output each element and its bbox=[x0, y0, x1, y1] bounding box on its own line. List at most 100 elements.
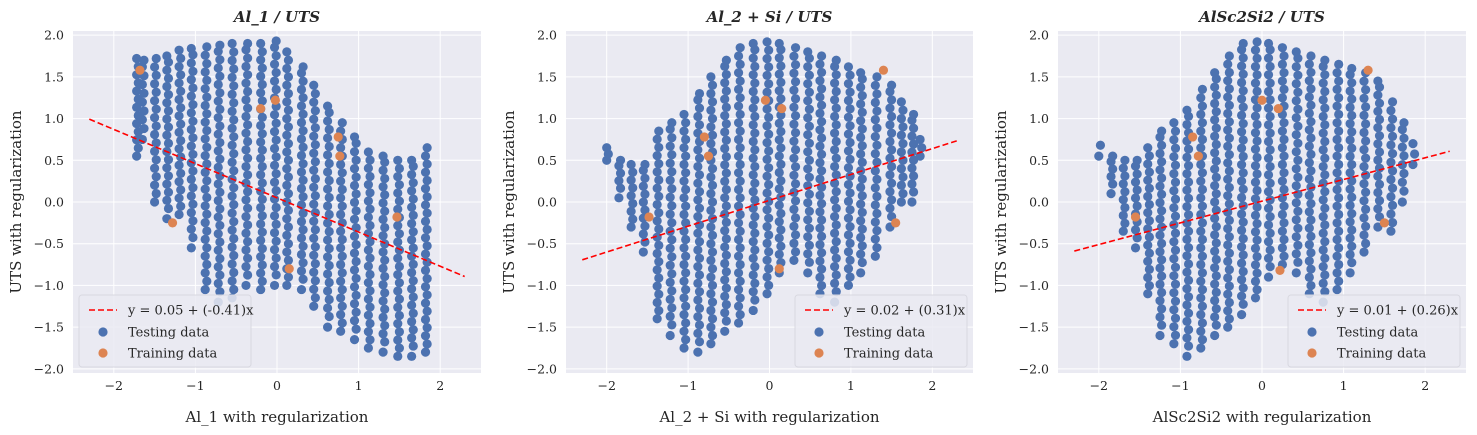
testing-data-point bbox=[776, 143, 786, 153]
testing-data-point bbox=[1224, 117, 1234, 127]
testing-data-point bbox=[336, 326, 346, 336]
y-tick-label: 1.0 bbox=[537, 111, 557, 126]
training-data-point bbox=[1363, 65, 1373, 75]
testing-data-point bbox=[721, 201, 731, 211]
testing-data-point bbox=[693, 278, 703, 288]
testing-data-point bbox=[1293, 172, 1303, 182]
testing-data-point bbox=[1252, 86, 1262, 97]
testing-data-point bbox=[363, 294, 373, 304]
testing-data-point bbox=[213, 212, 223, 222]
testing-data-point bbox=[257, 211, 267, 221]
testing-data-point bbox=[667, 252, 677, 262]
testing-data-point bbox=[1279, 51, 1289, 61]
testing-data-point bbox=[721, 55, 731, 65]
testing-data-point bbox=[857, 224, 867, 234]
testing-data-point bbox=[693, 145, 703, 155]
testing-data-point bbox=[1223, 207, 1233, 217]
testing-data-point bbox=[857, 107, 867, 117]
testing-data-point bbox=[1144, 264, 1154, 275]
testing-data-point bbox=[137, 115, 147, 125]
testing-data-point bbox=[408, 276, 418, 286]
testing-data-point bbox=[1263, 203, 1274, 213]
testing-data-point bbox=[733, 301, 744, 311]
testing-data-point bbox=[202, 276, 212, 286]
testing-data-point bbox=[256, 235, 266, 245]
testing-data-point bbox=[1210, 279, 1220, 289]
testing-data-point bbox=[1250, 210, 1261, 220]
testing-data-point bbox=[1170, 177, 1181, 187]
testing-data-point bbox=[215, 270, 225, 280]
testing-data-point bbox=[733, 168, 744, 178]
testing-data-point bbox=[365, 253, 375, 263]
testing-data-point bbox=[407, 202, 417, 212]
testing-data-point bbox=[256, 38, 266, 49]
testing-data-point bbox=[681, 218, 691, 228]
testing-data-point bbox=[872, 208, 882, 219]
y-tick-label: 0.0 bbox=[44, 195, 64, 210]
testing-data-point bbox=[176, 103, 186, 113]
testing-data-point bbox=[1196, 343, 1206, 353]
testing-data-point bbox=[733, 184, 744, 195]
testing-data-point bbox=[1320, 253, 1330, 263]
testing-data-point bbox=[296, 284, 307, 295]
testing-data-point bbox=[150, 79, 160, 89]
testing-data-point bbox=[324, 294, 334, 305]
testing-data-point bbox=[707, 247, 718, 257]
testing-data-point bbox=[816, 198, 827, 209]
testing-data-point bbox=[176, 86, 186, 96]
testing-data-point bbox=[1211, 139, 1221, 150]
testing-data-point bbox=[1304, 256, 1314, 266]
testing-data-point bbox=[310, 242, 320, 252]
testing-data-point bbox=[1277, 43, 1287, 53]
testing-data-point bbox=[202, 176, 212, 186]
testing-data-point bbox=[748, 220, 758, 230]
testing-data-point bbox=[1170, 330, 1181, 340]
testing-data-point bbox=[803, 232, 813, 242]
testing-data-point bbox=[243, 170, 253, 180]
testing-data-point bbox=[324, 277, 334, 288]
testing-data-point bbox=[176, 53, 186, 64]
testing-data-point bbox=[1293, 257, 1303, 267]
testing-data-point bbox=[215, 55, 225, 65]
testing-data-point bbox=[626, 206, 636, 216]
testing-data-point bbox=[378, 312, 388, 322]
testing-data-point bbox=[310, 106, 320, 116]
testing-data-point bbox=[1373, 76, 1383, 86]
testing-data-point bbox=[667, 320, 677, 330]
testing-data-point bbox=[1293, 87, 1303, 97]
x-tick-label: 2 bbox=[436, 378, 444, 393]
testing-data-point bbox=[176, 168, 186, 179]
testing-data-point bbox=[256, 268, 266, 278]
testing-data-point bbox=[257, 63, 267, 73]
testing-data-point bbox=[202, 259, 212, 270]
testing-data-point bbox=[1144, 151, 1154, 161]
testing-data-point bbox=[229, 149, 239, 159]
testing-data-point bbox=[1108, 179, 1118, 189]
testing-data-point bbox=[351, 189, 361, 199]
testing-data-point bbox=[707, 113, 718, 124]
testing-data-point bbox=[1304, 76, 1314, 86]
testing-data-point bbox=[1320, 55, 1330, 65]
testing-data-point bbox=[1238, 118, 1248, 129]
testing-data-point bbox=[1332, 168, 1342, 178]
testing-data-point bbox=[896, 147, 906, 157]
testing-data-point bbox=[186, 58, 196, 68]
testing-data-point bbox=[764, 79, 774, 89]
testing-data-point bbox=[679, 326, 689, 336]
testing-data-point bbox=[200, 234, 210, 244]
testing-data-point bbox=[1263, 86, 1274, 97]
testing-data-point bbox=[764, 112, 774, 123]
testing-data-point bbox=[870, 234, 880, 244]
testing-data-point bbox=[790, 128, 801, 138]
testing-data-point bbox=[1108, 151, 1118, 161]
y-axis-label: UTS with regularization bbox=[500, 110, 518, 294]
testing-data-point bbox=[764, 62, 774, 72]
testing-data-point bbox=[707, 180, 718, 190]
testing-data-point bbox=[1223, 141, 1233, 151]
testing-data-point bbox=[1183, 144, 1194, 154]
testing-data-point bbox=[856, 132, 866, 142]
testing-data-point bbox=[694, 337, 705, 347]
testing-data-point bbox=[1347, 143, 1357, 153]
testing-data-point bbox=[1157, 140, 1167, 150]
